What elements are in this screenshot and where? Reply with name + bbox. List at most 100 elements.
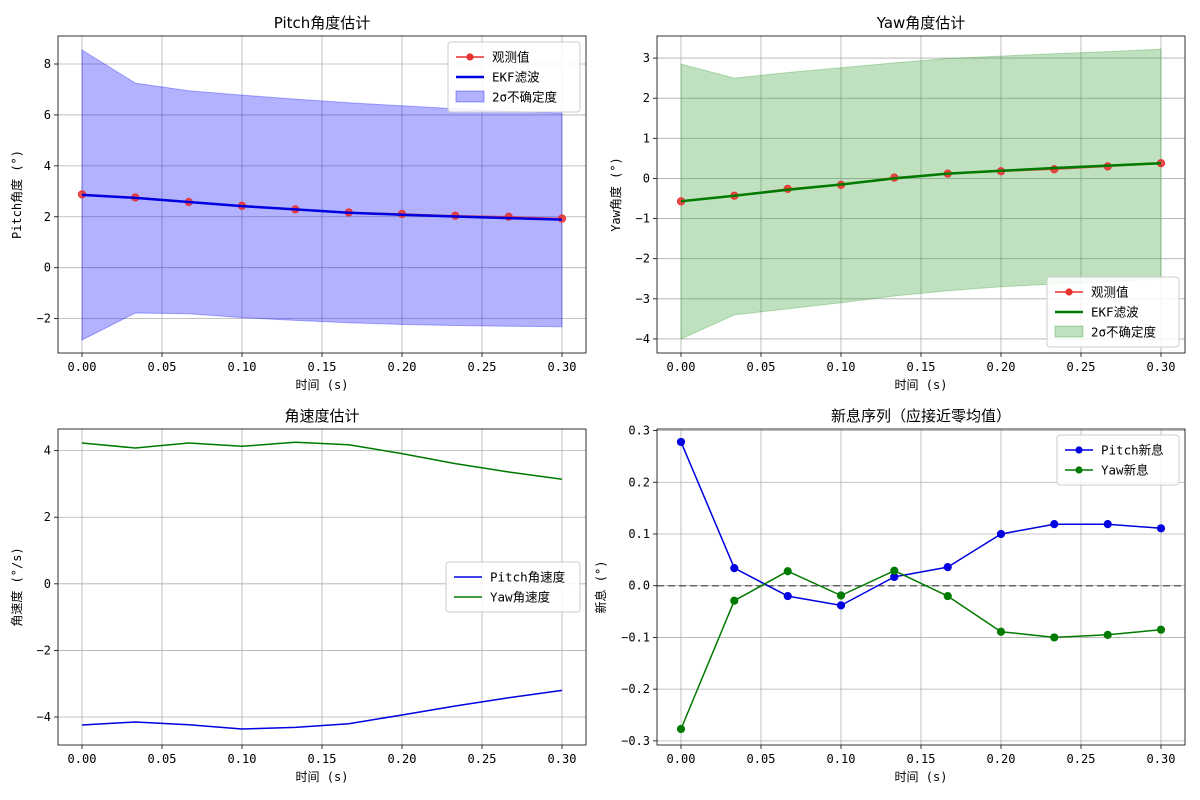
y-tick-label: 0 xyxy=(44,261,51,275)
y-tick-label: −0.2 xyxy=(621,682,650,696)
y-tick-label: 0.0 xyxy=(628,579,650,593)
y-tick-label: −2 xyxy=(636,252,650,266)
x-tick-label: 0.30 xyxy=(548,360,577,374)
legend-marker xyxy=(1075,466,1083,474)
legend-marker xyxy=(1075,446,1083,454)
legend-swatch xyxy=(455,90,485,103)
legend: Pitch新息 Yaw新息 xyxy=(1056,434,1180,486)
y-tick-label: −0.3 xyxy=(621,734,650,748)
uncertainty-band xyxy=(81,49,563,341)
legend-box xyxy=(447,41,581,113)
legend: Pitch角速度 Yaw角速度 xyxy=(445,561,581,613)
x-tick-label: 0.20 xyxy=(987,360,1016,374)
data-point xyxy=(1050,633,1059,642)
x-tick-label: 0.15 xyxy=(907,360,936,374)
y-tick-label: −1 xyxy=(636,212,650,226)
data-point xyxy=(1156,524,1166,533)
legend-label: Pitch新息 xyxy=(1101,443,1164,458)
series-line-1 xyxy=(680,161,1162,203)
x-tick-label: 0.25 xyxy=(1067,360,1096,374)
data-point xyxy=(1103,520,1112,529)
data-point xyxy=(1050,520,1059,529)
y-tick-label: −4 xyxy=(37,710,51,724)
x-tick-label: 0.05 xyxy=(747,360,776,374)
x-tick-label: 0.10 xyxy=(827,360,856,374)
y-tick-label: 2 xyxy=(44,210,51,224)
legend-box xyxy=(445,561,581,613)
legend-label: Yaw新息 xyxy=(1101,463,1149,478)
legend: 观测值 EKF滤波 2σ不确定度 xyxy=(1046,276,1180,348)
chart-title: Pitch角度估计 xyxy=(274,14,371,32)
y-tick-label: −2 xyxy=(37,643,51,657)
data-point xyxy=(943,591,952,601)
legend-label: 观测值 xyxy=(492,50,530,65)
y-tick-label: 4 xyxy=(44,444,51,458)
x-axis-label: 时间 (s) xyxy=(296,378,349,392)
data-point xyxy=(836,601,846,610)
series-line-1 xyxy=(680,569,1162,730)
x-axis-label: 时间 (s) xyxy=(895,378,948,392)
y-tick-label: 0.2 xyxy=(628,475,650,489)
y-tick-label: −3 xyxy=(636,292,650,306)
y-tick-label: 0.1 xyxy=(628,527,650,541)
y-tick-label: 4 xyxy=(44,159,51,173)
y-axis-label: Yaw角度 (°) xyxy=(608,157,623,232)
x-tick-label: 0.00 xyxy=(68,752,97,766)
legend-marker xyxy=(466,53,474,61)
data-point xyxy=(1103,630,1112,639)
data-point xyxy=(783,567,792,576)
x-tick-label: 0.25 xyxy=(468,360,497,374)
x-tick-label: 0.30 xyxy=(548,752,577,766)
x-tick-label: 0.15 xyxy=(308,360,337,374)
legend-label: EKF滤波 xyxy=(492,70,540,85)
y-tick-label: −4 xyxy=(636,332,650,346)
data-point xyxy=(996,627,1006,636)
x-tick-label: 0.00 xyxy=(68,360,97,374)
legend-label: 观测值 xyxy=(1091,285,1129,300)
y-tick-label: 0 xyxy=(643,171,650,185)
x-tick-label: 0.00 xyxy=(667,360,696,374)
data-point xyxy=(730,596,739,605)
series-line-0 xyxy=(680,441,1162,607)
y-tick-label: 1 xyxy=(643,131,650,145)
data-point xyxy=(676,724,686,734)
x-tick-label: 0.05 xyxy=(747,752,776,766)
x-tick-label: 0.15 xyxy=(907,752,936,766)
x-tick-label: 0.30 xyxy=(1147,752,1176,766)
legend-label: Pitch角速度 xyxy=(490,570,566,585)
y-tick-label: 0.3 xyxy=(628,424,650,438)
x-tick-label: 0.20 xyxy=(388,360,417,374)
x-tick-label: 0.15 xyxy=(308,752,337,766)
legend-swatch xyxy=(1054,325,1084,338)
legend-label: Yaw角速度 xyxy=(490,590,551,605)
x-tick-label: 0.25 xyxy=(468,752,497,766)
y-tick-label: 3 xyxy=(643,51,650,65)
series-line-1 xyxy=(81,441,563,481)
x-tick-label: 0.30 xyxy=(1147,360,1176,374)
x-tick-label: 0.10 xyxy=(228,752,257,766)
y-tick-label: 2 xyxy=(44,510,51,524)
x-tick-label: 0.00 xyxy=(667,752,696,766)
y-axis-label: 角速度 (°/s) xyxy=(9,547,24,626)
y-tick-label: 2 xyxy=(643,91,650,105)
legend-box xyxy=(1056,434,1180,486)
y-axis-label: Pitch角度 (°) xyxy=(9,150,24,239)
legend-box xyxy=(1046,276,1180,348)
chart-title: 角速度估计 xyxy=(284,407,359,425)
y-tick-label: −0.1 xyxy=(621,630,650,644)
legend: 观测值 EKF滤波 2σ不确定度 xyxy=(447,41,581,113)
x-tick-label: 0.10 xyxy=(228,360,257,374)
y-tick-label: 0 xyxy=(44,577,51,591)
x-axis-label: 时间 (s) xyxy=(296,770,349,784)
data-point xyxy=(783,591,792,601)
x-tick-label: 0.20 xyxy=(388,752,417,766)
data-point xyxy=(996,529,1006,539)
y-tick-label: 8 xyxy=(44,57,51,71)
y-tick-label: −2 xyxy=(37,312,51,326)
legend-label: 2σ不确定度 xyxy=(492,90,558,105)
data-point xyxy=(943,562,952,572)
x-tick-label: 0.05 xyxy=(148,752,177,766)
chart-panel-pitch: 0.00 0.05 0.10 0.15 0.20 0.25 0.30 −2 0 2 4 6 8 Pitch… xyxy=(9,14,587,392)
